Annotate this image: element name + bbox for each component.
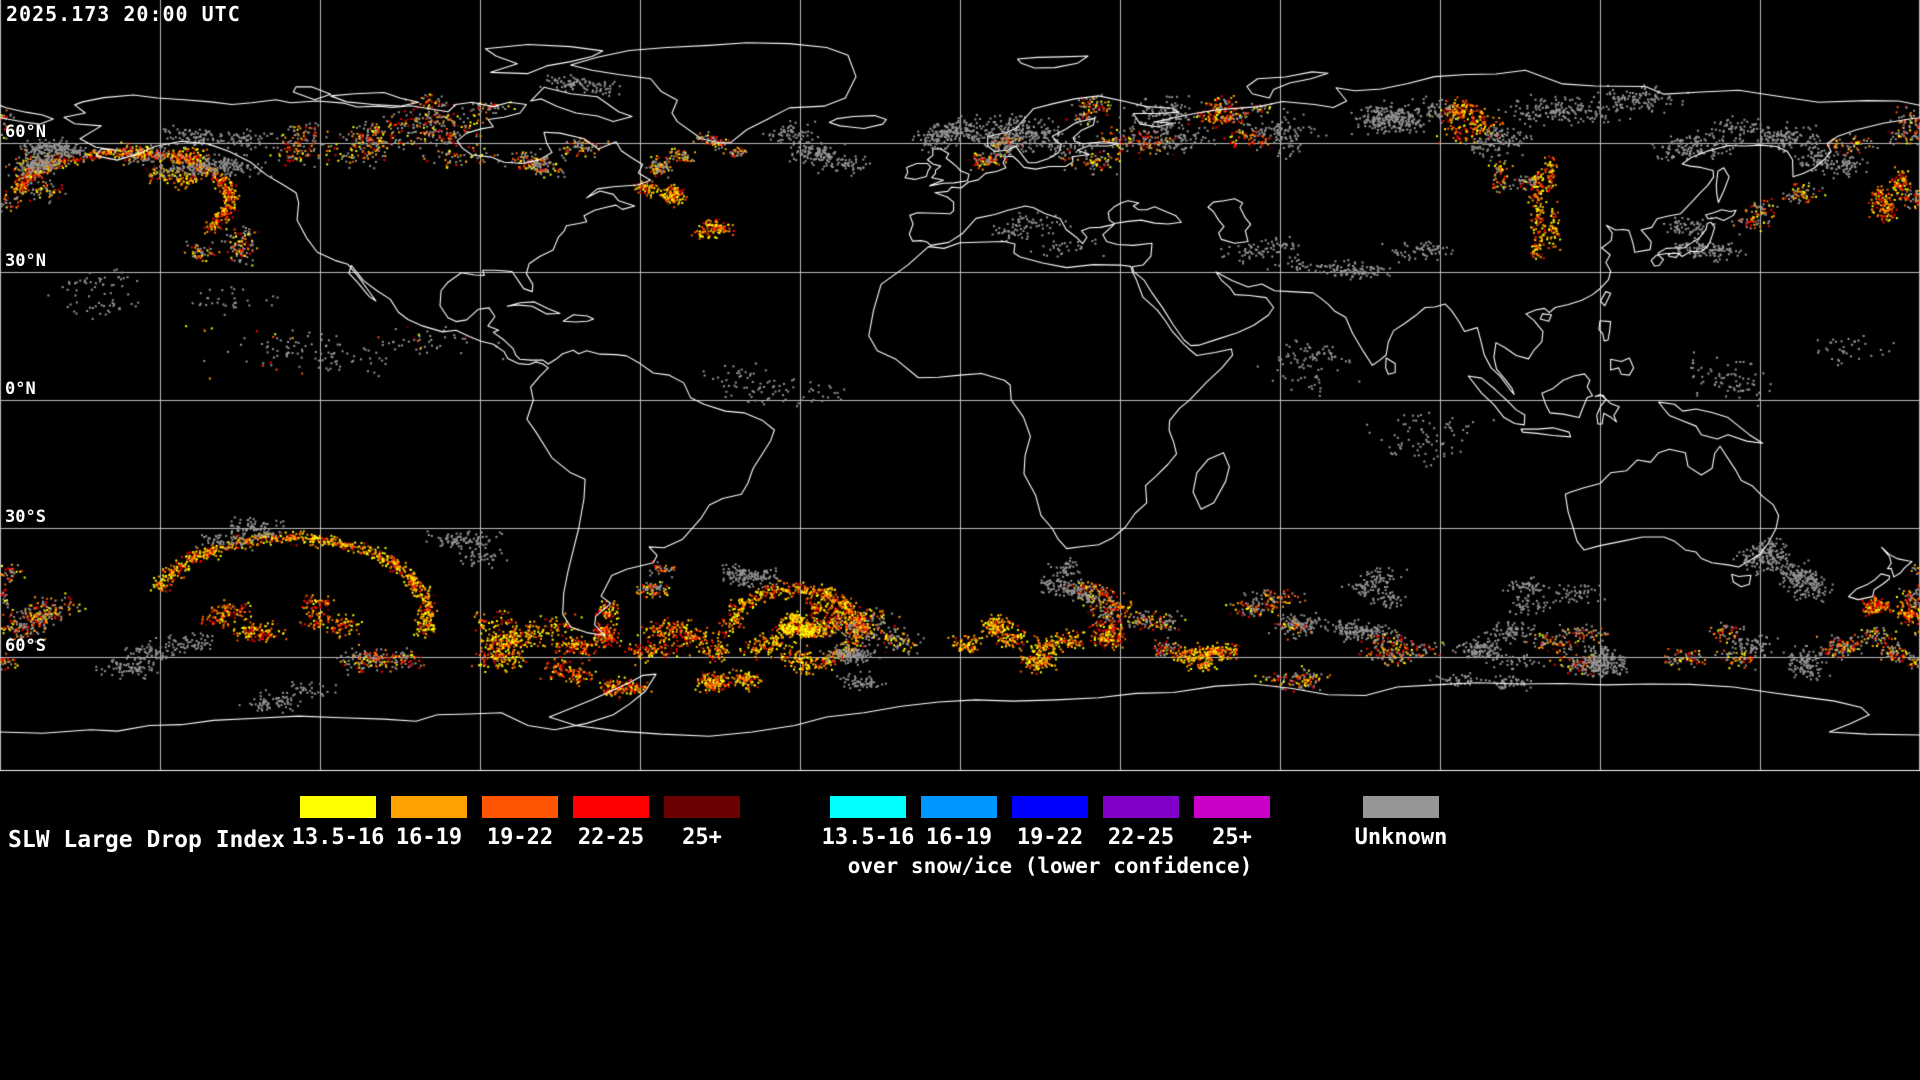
snow-ice-swatch-0: [830, 796, 906, 818]
liquid-swatch-1: [391, 796, 467, 818]
unknown-swatch: [1363, 796, 1439, 818]
legend-title: SLW Large Drop Index: [8, 827, 285, 853]
snow-ice-range-label-0: 13.5-16: [821, 825, 915, 850]
snow-ice-range-label-3: 22-25: [1107, 825, 1175, 850]
liquid-range-label-2: 19-22: [486, 825, 554, 850]
snow-ice-range-label-2: 19-22: [1016, 825, 1084, 850]
snow-ice-range-label-4: 25+: [1212, 825, 1252, 850]
latitude-label-30n: 30°N: [5, 250, 46, 271]
unknown-label: Unknown: [1354, 825, 1448, 850]
latitude-label-60n: 60°N: [5, 122, 46, 142]
snow-ice-swatch-2: [1012, 796, 1088, 818]
latitude-label-30s: 30°S: [5, 507, 46, 528]
liquid-swatch-4: [664, 796, 740, 818]
liquid-swatch-0: [300, 796, 376, 818]
liquid-range-label-0: 13.5-16: [291, 825, 385, 850]
snow-ice-swatch-3: [1103, 796, 1179, 818]
liquid-swatch-2: [482, 796, 558, 818]
latitude-label-0n: 0°N: [5, 379, 36, 399]
liquid-range-label-3: 22-25: [577, 825, 645, 850]
snow-ice-swatch-1: [921, 796, 997, 818]
liquid-range-label-1: 16-19: [395, 825, 463, 850]
timestamp: 2025.173 20:00 UTC: [6, 2, 241, 26]
snow-ice-caption: over snow/ice (lower confidence): [847, 854, 1253, 878]
liquid-swatch-3: [573, 796, 649, 818]
snow-ice-range-label-1: 16-19: [925, 825, 993, 850]
snow-ice-swatch-4: [1194, 796, 1270, 818]
latitude-label-60s: 60°S: [5, 635, 46, 656]
liquid-range-label-4: 25+: [682, 825, 722, 850]
